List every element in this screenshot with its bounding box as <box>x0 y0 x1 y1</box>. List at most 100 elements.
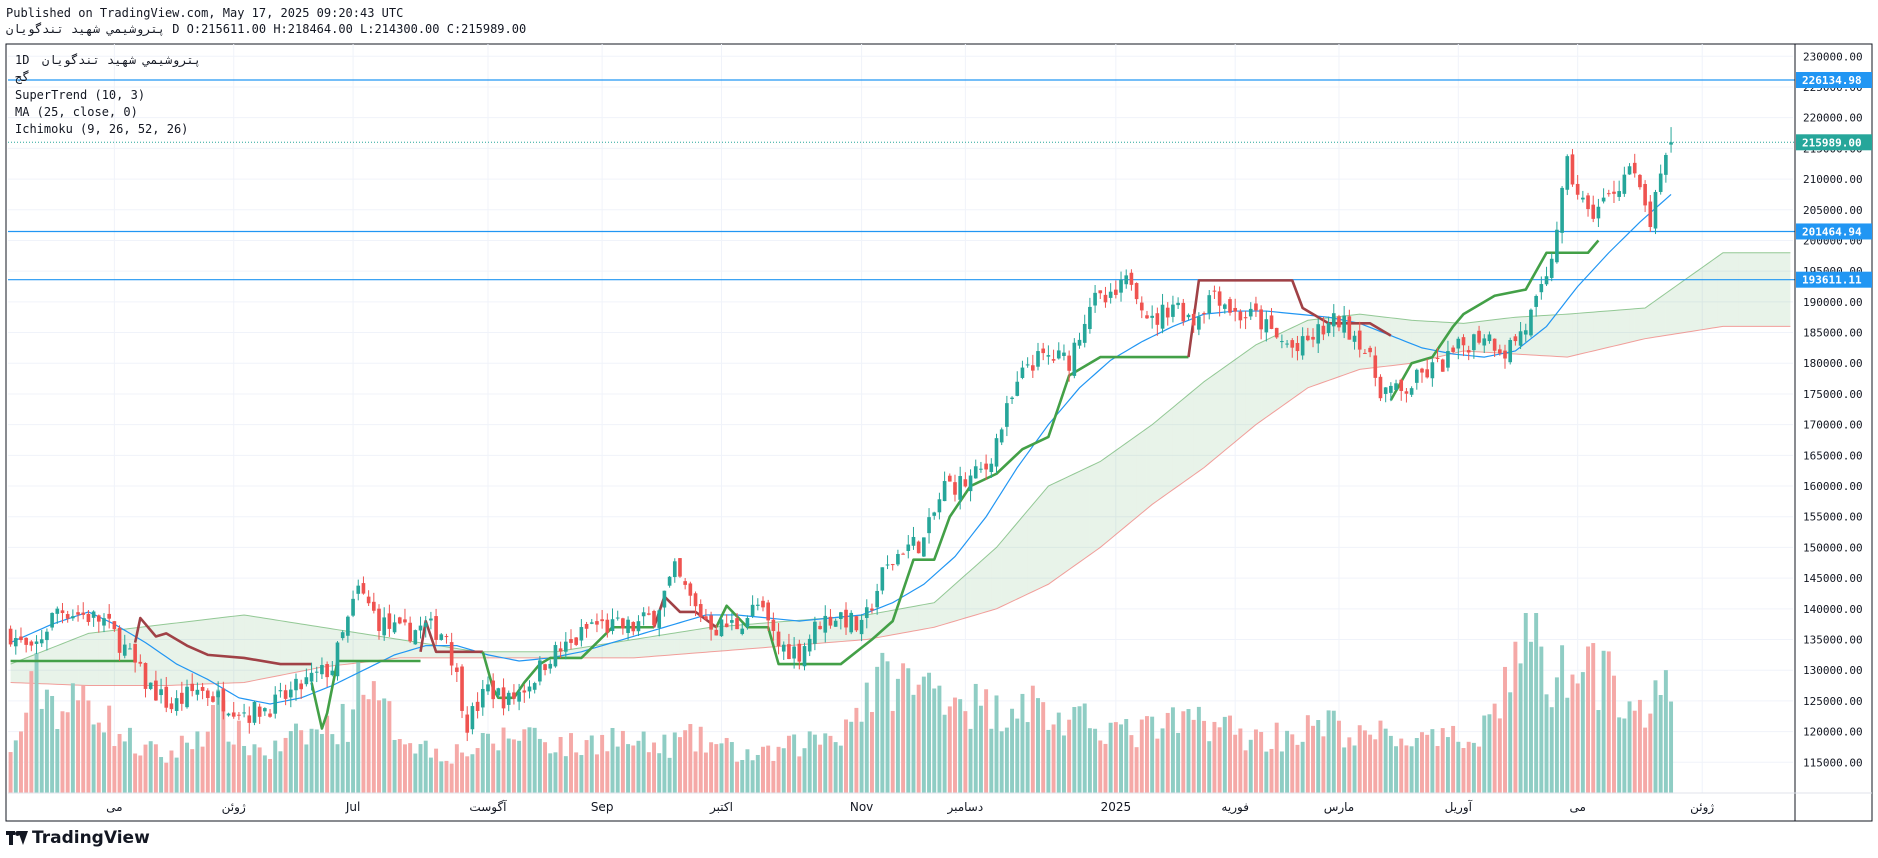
candle-body <box>517 691 521 702</box>
supertrend-up-line <box>310 659 421 730</box>
volume-bar <box>39 708 44 793</box>
legend-supertrend[interactable]: SuperTrend (10, 3) <box>15 88 146 102</box>
volume-bar <box>335 744 340 793</box>
volume-bar <box>216 689 221 793</box>
volume-bar <box>522 729 527 793</box>
volume-bar <box>1253 729 1258 793</box>
candle-body <box>1046 355 1051 357</box>
tradingview-brand[interactable]: TradingView <box>6 828 150 848</box>
cloud-segment <box>1141 428 1147 514</box>
candle-body <box>1414 369 1419 383</box>
candle-body <box>1363 352 1367 354</box>
time-axis[interactable]: می ژوئن Jul آگوست Sep اکتبر Nov دسامبر 2025 فوریه… <box>106 799 1714 815</box>
legend-ma[interactable]: MA (25, close, 0) <box>15 105 138 119</box>
candle-body <box>1274 327 1279 338</box>
cloud-segment <box>1121 443 1127 531</box>
candle-body <box>745 618 750 627</box>
candle-body <box>1181 302 1186 322</box>
price-tick-label: 210000.00 <box>1803 173 1863 186</box>
cloud-segment <box>223 616 229 684</box>
volume-bar <box>319 733 324 793</box>
candle-body <box>309 672 314 682</box>
candle-body <box>1108 291 1113 298</box>
volume-bar <box>377 700 381 793</box>
volume-bar <box>849 721 854 793</box>
candle-body <box>1451 347 1455 352</box>
supertrend-down-line <box>133 616 312 666</box>
cloud-segment <box>991 547 997 611</box>
cloud-segment <box>1634 308 1640 342</box>
candle-body <box>1020 367 1025 378</box>
candle-body <box>1472 334 1476 351</box>
price-chart[interactable]: 115000.00 120000.00 125000.00 130000.00 1350… <box>0 0 1878 828</box>
volume-bar <box>1108 722 1113 793</box>
volume-bar <box>511 739 516 793</box>
volume-bar <box>615 746 620 793</box>
candle-body <box>205 690 210 698</box>
senkou-span-a <box>10 252 1791 665</box>
volume-bar <box>1300 741 1305 793</box>
volume-bar <box>55 729 60 793</box>
candle-body <box>704 616 708 620</box>
grid <box>8 44 1793 793</box>
candle-body <box>1031 365 1035 371</box>
cloud-segment <box>1333 316 1339 379</box>
price-tick-label: 150000.00 <box>1803 541 1863 554</box>
candle-body <box>1394 383 1398 390</box>
cloud-segment <box>192 620 198 685</box>
cloud-segment <box>1126 439 1132 526</box>
volume-bar <box>60 711 65 793</box>
candle-body <box>439 634 444 640</box>
volume-bar <box>506 738 511 793</box>
price-tick-label: 165000.00 <box>1803 449 1863 462</box>
volume-bar <box>44 689 49 793</box>
cloud-segment <box>1261 339 1267 421</box>
candle-body <box>1171 304 1175 317</box>
volume-bar <box>724 737 729 793</box>
volume-bar <box>1243 750 1248 793</box>
volume-bar <box>402 744 407 793</box>
candle-body <box>237 714 241 716</box>
time-tick-label: Sep <box>591 800 614 814</box>
cloud-segment <box>513 651 520 658</box>
volume-bar <box>1259 731 1264 793</box>
volume-bar <box>1534 613 1539 793</box>
candle-body <box>1570 154 1575 185</box>
candle-body <box>252 701 257 723</box>
candle-body <box>1067 355 1071 371</box>
legend-ichimoku[interactable]: Ichimoku (9, 26, 52, 26) <box>15 122 189 136</box>
published-caption: Published on TradingView.com, May 17, 20… <box>6 6 404 20</box>
volume-bar <box>351 709 356 793</box>
candle-body <box>927 517 931 534</box>
volume-bar <box>133 753 138 793</box>
candle-body <box>1191 313 1196 326</box>
volume-bar <box>994 695 999 793</box>
horizontal-level-tag <box>1796 223 1872 240</box>
price-tick-label: 125000.00 <box>1803 695 1863 708</box>
volume-bar <box>657 753 662 793</box>
header-symbol: ﭘﺘﺮوﺷﻴﻤﻲ ﺷﻬﻴﺪ ﺗﻨﺪﮔﻮﻳﺎن <box>6 22 165 36</box>
legend-short: ﮔﺞ <box>15 70 30 84</box>
candle-body <box>615 617 620 619</box>
candle-body <box>548 663 553 669</box>
cloud-segment <box>503 651 509 658</box>
cloud-segment <box>1281 330 1288 407</box>
candle-body <box>1056 350 1061 359</box>
cloud-segment <box>88 632 94 686</box>
candle-body <box>1306 335 1310 341</box>
cloud-segment <box>1063 476 1070 574</box>
volume-bar <box>740 760 745 793</box>
cloud-segment <box>311 625 317 670</box>
cloud-segment <box>908 606 914 632</box>
volume-bar <box>1658 695 1663 793</box>
volume-bar <box>169 750 174 793</box>
candle-body <box>870 608 874 611</box>
volume-bar <box>1580 672 1585 793</box>
volume-bar <box>1606 651 1611 793</box>
candle-body <box>1202 313 1206 315</box>
volume-bar <box>1274 722 1279 793</box>
candle-body <box>527 686 532 692</box>
volume-bar <box>1394 746 1399 793</box>
volume-bar <box>397 738 402 793</box>
time-tick-label: دسامبر <box>946 800 983 815</box>
